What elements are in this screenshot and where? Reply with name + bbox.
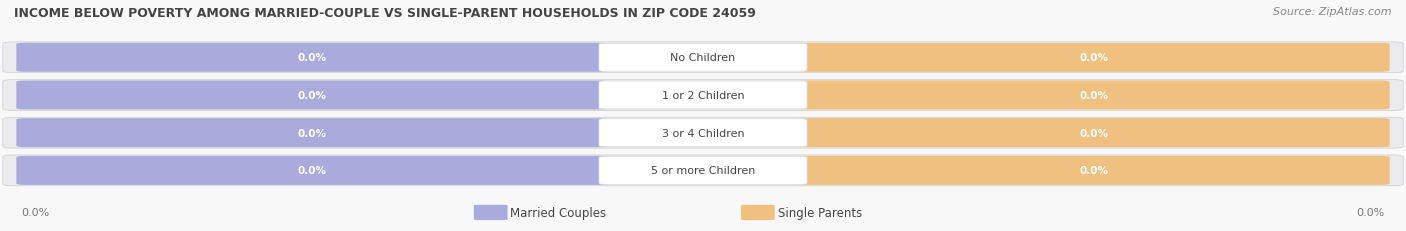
Text: 0.0%: 0.0% <box>1080 91 1108 100</box>
Text: 0.0%: 0.0% <box>1080 128 1108 138</box>
Text: 0.0%: 0.0% <box>298 91 326 100</box>
Text: 0.0%: 0.0% <box>1357 207 1385 218</box>
FancyBboxPatch shape <box>599 119 807 147</box>
Text: Married Couples: Married Couples <box>510 206 606 219</box>
FancyBboxPatch shape <box>3 118 1403 149</box>
Text: 1 or 2 Children: 1 or 2 Children <box>662 91 744 100</box>
Text: 0.0%: 0.0% <box>298 128 326 138</box>
FancyBboxPatch shape <box>3 80 1403 111</box>
FancyBboxPatch shape <box>599 82 807 109</box>
FancyBboxPatch shape <box>599 157 807 185</box>
Text: 0.0%: 0.0% <box>298 166 326 176</box>
Text: 5 or more Children: 5 or more Children <box>651 166 755 176</box>
FancyBboxPatch shape <box>17 44 607 73</box>
FancyBboxPatch shape <box>599 44 807 72</box>
Text: INCOME BELOW POVERTY AMONG MARRIED-COUPLE VS SINGLE-PARENT HOUSEHOLDS IN ZIP COD: INCOME BELOW POVERTY AMONG MARRIED-COUPL… <box>14 7 756 20</box>
FancyBboxPatch shape <box>799 119 1389 148</box>
FancyBboxPatch shape <box>17 119 607 148</box>
Text: Single Parents: Single Parents <box>778 206 862 219</box>
FancyBboxPatch shape <box>799 156 1389 185</box>
FancyBboxPatch shape <box>474 205 508 220</box>
FancyBboxPatch shape <box>17 156 607 185</box>
Text: 0.0%: 0.0% <box>21 207 49 218</box>
Text: 3 or 4 Children: 3 or 4 Children <box>662 128 744 138</box>
Text: No Children: No Children <box>671 53 735 63</box>
Text: 0.0%: 0.0% <box>1080 166 1108 176</box>
Text: 0.0%: 0.0% <box>1080 53 1108 63</box>
FancyBboxPatch shape <box>17 81 607 110</box>
FancyBboxPatch shape <box>799 81 1389 110</box>
Text: Source: ZipAtlas.com: Source: ZipAtlas.com <box>1274 7 1392 17</box>
FancyBboxPatch shape <box>3 155 1403 186</box>
FancyBboxPatch shape <box>741 205 775 220</box>
FancyBboxPatch shape <box>799 44 1389 73</box>
FancyBboxPatch shape <box>3 43 1403 73</box>
Text: 0.0%: 0.0% <box>298 53 326 63</box>
